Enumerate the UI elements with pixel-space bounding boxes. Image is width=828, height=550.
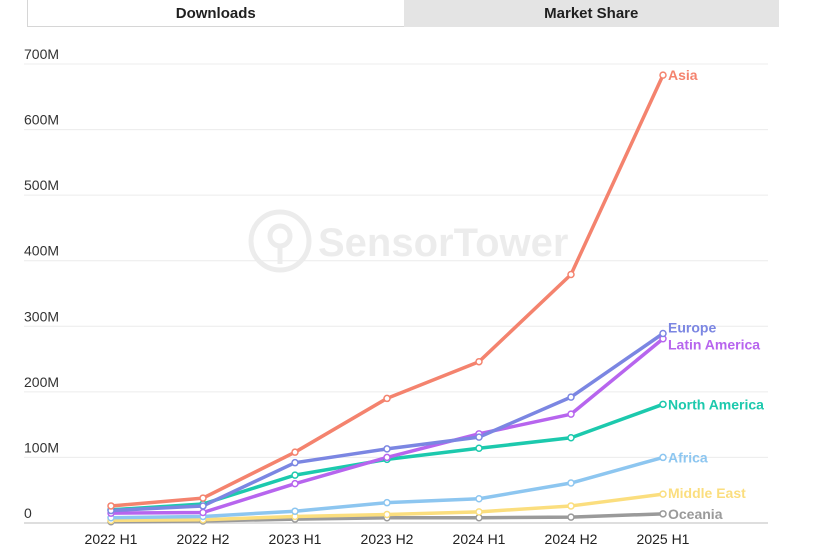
data-point (475, 514, 483, 522)
data-point (475, 494, 483, 503)
data-point (659, 510, 667, 518)
data-point (383, 498, 391, 507)
sensortower-watermark: SensorTower (248, 209, 568, 273)
data-point (659, 453, 667, 462)
y-tick-label: 100M (24, 439, 59, 455)
data-point (659, 329, 667, 338)
y-tick-label: 300M (24, 308, 59, 324)
series-label-middle-east: Middle East (668, 485, 746, 501)
series-label-oceania: Oceania (668, 506, 723, 522)
data-point (291, 507, 299, 515)
data-point (199, 508, 207, 517)
y-tick-label: 600M (24, 112, 59, 128)
data-point (567, 393, 575, 401)
y-tick-label: 500M (24, 177, 59, 193)
series-label-asia: Asia (668, 67, 698, 83)
data-point (567, 502, 575, 510)
data-point (567, 434, 575, 442)
data-point (659, 400, 667, 409)
y-tick-label: 700M (24, 46, 59, 62)
x-tick-label: 2024 H2 (545, 531, 598, 547)
data-point (475, 444, 483, 452)
x-tick-label: 2022 H1 (85, 531, 138, 547)
series-label-europe: Europe (668, 319, 716, 335)
chart-tabs: Downloads Market Share (27, 0, 779, 27)
y-tick-label: 200M (24, 374, 59, 390)
y-tick-label: 400M (24, 243, 59, 259)
data-point (383, 394, 391, 403)
y-tick-label: 0 (24, 505, 32, 521)
data-point (659, 71, 667, 79)
data-point (475, 433, 483, 441)
data-point (199, 502, 207, 510)
data-point (567, 410, 575, 418)
data-point (199, 494, 207, 502)
x-tick-label: 2022 H2 (177, 531, 230, 547)
x-tick-label: 2023 H1 (269, 531, 322, 547)
data-point (383, 453, 391, 462)
data-point (567, 513, 575, 521)
x-tick-label: 2023 H2 (361, 531, 414, 547)
tab-market-share[interactable]: Market Share (403, 0, 779, 27)
series-label-latin-america: Latin America (668, 337, 760, 353)
data-point (383, 445, 391, 453)
series-line-latin-america (109, 336, 665, 515)
series-line-europe (109, 331, 665, 513)
data-point (291, 458, 299, 467)
data-point (567, 479, 575, 487)
data-point (475, 508, 483, 516)
data-point (291, 448, 299, 456)
x-tick-label: 2024 H1 (453, 531, 506, 547)
series-line-asia (109, 73, 665, 508)
data-point (475, 357, 483, 366)
data-point (567, 270, 575, 279)
data-point (659, 490, 667, 498)
data-point (107, 502, 115, 510)
series-label-north-america: North America (668, 396, 764, 412)
tab-downloads[interactable]: Downloads (27, 0, 404, 27)
watermark-text: SensorTower (318, 221, 568, 265)
data-point (291, 471, 299, 479)
series-label-africa: Africa (668, 449, 708, 465)
data-point (291, 479, 299, 488)
series-line-africa (109, 455, 665, 520)
sensortower-logo-icon (248, 209, 312, 273)
x-tick-label: 2025 H1 (637, 531, 690, 547)
data-point (383, 510, 391, 519)
